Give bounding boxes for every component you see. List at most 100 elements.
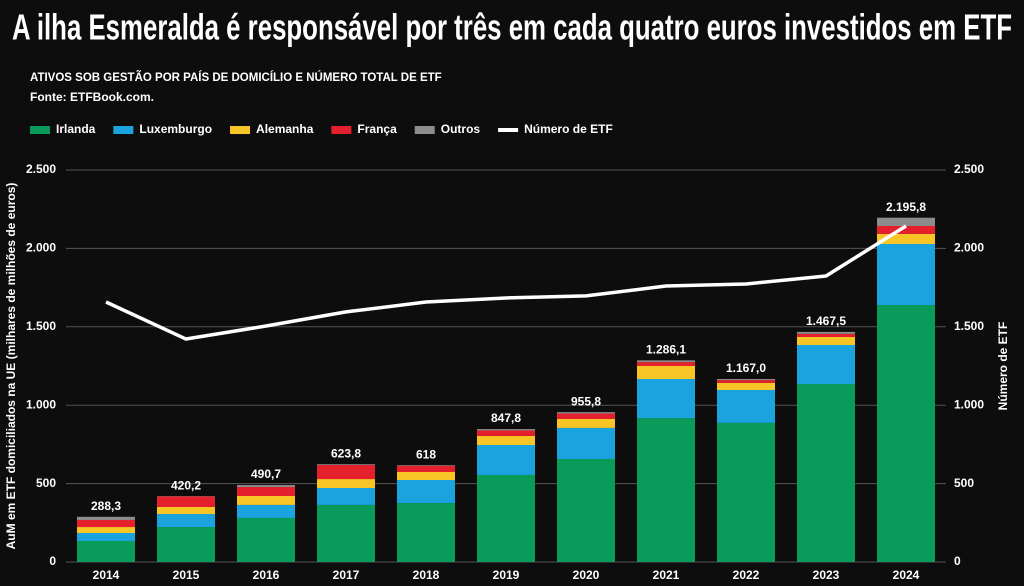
total-label: 490,7 (251, 467, 281, 481)
bar-segment (397, 465, 455, 466)
total-label: 955,8 (571, 394, 601, 408)
bar-segment (157, 527, 215, 562)
source: Fonte: ETFBook.com. (30, 90, 154, 104)
y2-tick-label: 0 (954, 554, 961, 568)
total-label: 1.167,0 (726, 361, 766, 375)
bar-segment (317, 464, 375, 480)
bar-segment (477, 474, 535, 562)
legend-label: Outros (441, 122, 481, 136)
legend-label: Número de ETF (524, 122, 613, 136)
legend-swatch (113, 126, 134, 134)
y-tick-label: 1.000 (26, 397, 56, 411)
bar-segment (797, 336, 855, 345)
etf-count-line (105, 224, 907, 341)
x-tick-label: 2014 (93, 568, 120, 582)
bar-segment (637, 379, 695, 419)
bar-segment (557, 458, 615, 562)
bar-segment (637, 418, 695, 562)
y2-axis-title: Número de ETF (996, 322, 1010, 411)
bar-segment (397, 503, 455, 562)
x-tick-label: 2015 (173, 568, 200, 582)
legend-swatch (498, 128, 519, 132)
bar-segment (637, 360, 695, 363)
legend-label: Irlanda (56, 122, 96, 136)
bar-segment (477, 445, 535, 475)
y-tick-label: 0 (49, 554, 56, 568)
bar-segment (77, 516, 135, 520)
y2-tick-label: 500 (954, 476, 974, 490)
total-label: 623,8 (331, 446, 361, 460)
bar-segment (237, 495, 295, 505)
bar-segment (717, 382, 775, 390)
bar-segment (797, 344, 855, 385)
y2-tick-label: 1.000 (954, 397, 984, 411)
bar-segment (317, 504, 375, 562)
y-tick-label: 2.000 (26, 241, 56, 255)
bar-segment (877, 225, 935, 234)
bar-segment (477, 435, 535, 446)
y2-tick-label: 2.500 (954, 162, 984, 176)
legend-label: Alemanha (256, 122, 314, 136)
bar-segment (877, 233, 935, 245)
bar-segment (317, 464, 375, 465)
bar-segment (77, 519, 135, 528)
x-tick-label: 2022 (733, 568, 760, 582)
bar-segment (557, 413, 615, 419)
chart-title: A ilha Esmeralda é responsável por três … (12, 7, 1012, 48)
bar-segment (77, 532, 135, 541)
bar-segment (77, 527, 135, 533)
bar-segment (797, 333, 855, 337)
y-axis-title: AuM em ETF domiciliados na UE (milhares … (4, 183, 18, 550)
bar-segment (797, 384, 855, 562)
total-label: 1.467,5 (806, 314, 846, 328)
bar-segment (237, 517, 295, 562)
bar-segment (77, 540, 135, 562)
bar-segment (877, 217, 935, 226)
bar-segment (557, 418, 615, 428)
bar-segment (157, 506, 215, 515)
y-tick-label: 500 (36, 476, 56, 490)
bar-segment (237, 504, 295, 518)
bar-segment (717, 422, 775, 562)
bar-segment (317, 487, 375, 505)
bar-segment (317, 479, 375, 488)
bar-segment (877, 244, 935, 306)
x-tick-label: 2016 (253, 568, 280, 582)
legend-swatch (414, 126, 435, 134)
bar-segment (637, 362, 695, 366)
bar-segment (157, 496, 215, 507)
total-label: 1.286,1 (646, 343, 686, 357)
y2-tick-label: 2.000 (954, 241, 984, 255)
x-tick-label: 2021 (653, 568, 680, 582)
total-label: 420,2 (171, 478, 201, 492)
total-label: 847,8 (491, 411, 521, 425)
bar-segment (717, 380, 775, 383)
bar-segment (397, 465, 455, 472)
bar-segment (477, 429, 535, 431)
x-tick-label: 2024 (893, 568, 920, 582)
legend-label: França (357, 122, 397, 136)
bar-segment (557, 427, 615, 459)
x-tick-label: 2019 (493, 568, 520, 582)
y-tick-label: 1.500 (26, 319, 56, 333)
legend-swatch (331, 126, 352, 134)
bar-segment (717, 389, 775, 423)
y-tick-label: 2.500 (26, 162, 56, 176)
legend-swatch (30, 126, 50, 134)
total-label: 618 (416, 447, 436, 461)
bar-segment (157, 514, 215, 528)
bar-segment (877, 305, 935, 562)
bar-segment (557, 412, 615, 414)
legend-label: Luxemburgo (139, 122, 212, 136)
bar-segment (477, 430, 535, 436)
y2-tick-label: 1.500 (954, 319, 984, 333)
bar-segment (637, 366, 695, 380)
x-tick-label: 2018 (413, 568, 440, 582)
bar-segment (797, 331, 855, 334)
bar-segment (237, 487, 295, 496)
bar-segment (717, 379, 775, 381)
bar-segment (397, 479, 455, 504)
x-tick-label: 2020 (573, 568, 600, 582)
